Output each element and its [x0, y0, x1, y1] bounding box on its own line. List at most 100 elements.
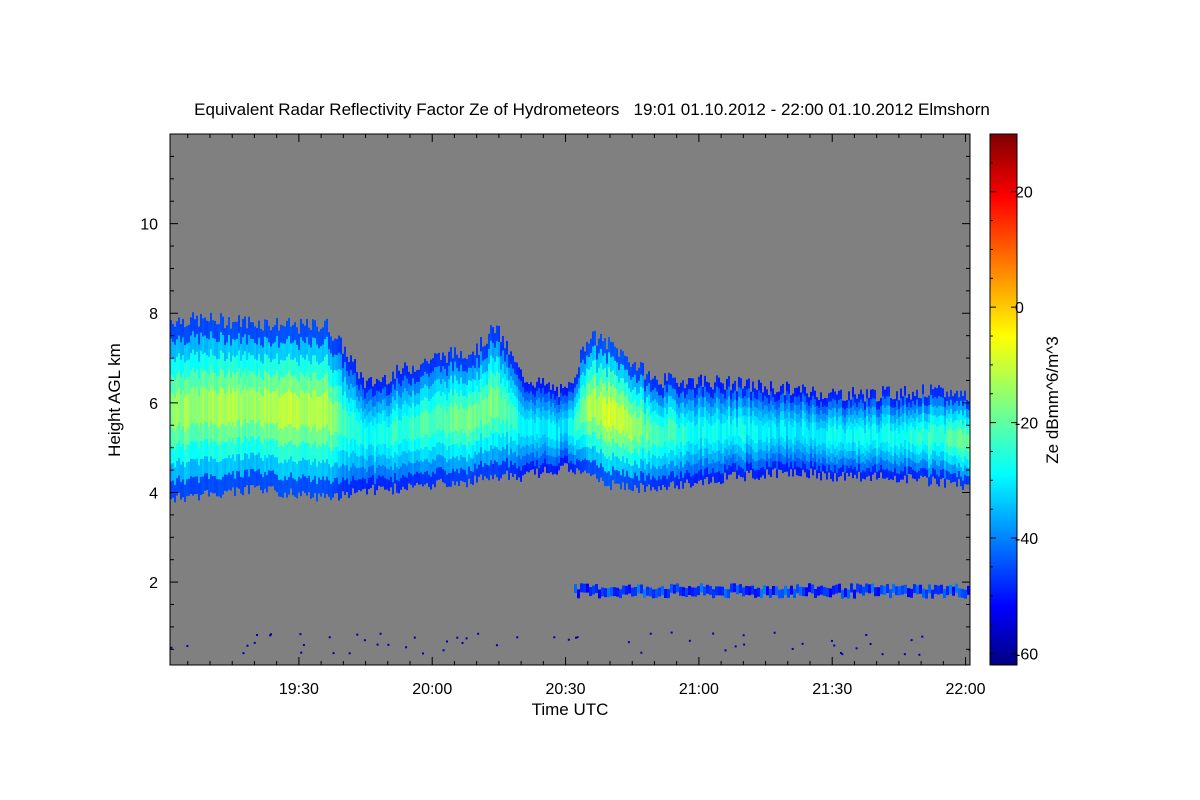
reflectivity-cell [858, 463, 860, 472]
reflectivity-cell [708, 382, 710, 394]
reflectivity-cell [644, 446, 646, 459]
reflectivity-cell [450, 347, 452, 362]
reflectivity-cell [796, 448, 798, 458]
reflectivity-cell [898, 416, 900, 426]
reflectivity-cell [468, 416, 470, 430]
reflectivity-cell [802, 409, 804, 419]
reflectivity-cell [960, 476, 962, 487]
reflectivity-cell [620, 419, 622, 434]
reflectivity-cell [520, 436, 522, 449]
reflectivity-cell [324, 426, 326, 445]
reflectivity-cell [352, 462, 354, 476]
reflectivity-cell [276, 474, 278, 493]
reflectivity-cell [210, 384, 212, 403]
reflectivity-cell [618, 470, 620, 484]
reflectivity-cell [390, 434, 392, 446]
reflectivity-cell [462, 468, 464, 482]
low-layer-cell [691, 587, 694, 597]
reflectivity-cell [430, 450, 432, 464]
reflectivity-cell [204, 421, 206, 440]
reflectivity-cell [950, 454, 952, 465]
reflectivity-cell [248, 352, 250, 371]
reflectivity-cell [904, 403, 906, 414]
reflectivity-cell [882, 441, 884, 451]
reflectivity-cell [428, 424, 430, 438]
reflectivity-cell [760, 420, 762, 431]
reflectivity-cell [438, 378, 440, 392]
reflectivity-cell [318, 444, 320, 462]
reflectivity-cell [276, 318, 278, 336]
ground-speckle [495, 644, 498, 647]
reflectivity-cell [270, 439, 272, 456]
reflectivity-cell [514, 384, 516, 396]
reflectivity-cell [304, 459, 306, 477]
reflectivity-cell [568, 426, 570, 437]
reflectivity-cell [634, 447, 636, 461]
reflectivity-cell [578, 408, 580, 420]
reflectivity-cell [206, 388, 208, 406]
reflectivity-cell [598, 338, 600, 354]
reflectivity-cell [682, 434, 684, 446]
reflectivity-cell [358, 378, 360, 391]
reflectivity-cell [800, 392, 802, 402]
low-layer-cell [601, 587, 604, 597]
reflectivity-cell [486, 343, 488, 358]
reflectivity-cell [710, 406, 712, 417]
reflectivity-cell [224, 328, 226, 345]
reflectivity-cell [932, 441, 934, 451]
reflectivity-cell [852, 441, 854, 452]
reflectivity-cell [746, 443, 748, 453]
reflectivity-cell [706, 419, 708, 430]
reflectivity-cell [876, 447, 878, 457]
reflectivity-cell [888, 386, 890, 397]
reflectivity-cell [746, 388, 748, 399]
reflectivity-cell [570, 382, 572, 392]
reflectivity-cell [188, 444, 190, 462]
reflectivity-cell [438, 352, 440, 367]
reflectivity-cell [754, 433, 756, 444]
reflectivity-cell [214, 441, 216, 459]
reflectivity-cell [760, 401, 762, 412]
reflectivity-cell [856, 398, 858, 408]
reflectivity-cell [330, 352, 332, 370]
reflectivity-cell [694, 387, 696, 398]
reflectivity-cell [956, 438, 958, 449]
reflectivity-cell [258, 353, 260, 371]
reflectivity-cell [548, 454, 550, 465]
reflectivity-cell [550, 406, 552, 416]
reflectivity-cell [182, 461, 184, 480]
reflectivity-cell [376, 456, 378, 469]
reflectivity-cell [878, 401, 880, 410]
reflectivity-cell [618, 356, 620, 370]
reflectivity-cell [576, 402, 578, 413]
reflectivity-cell [552, 465, 554, 475]
reflectivity-cell [848, 399, 850, 409]
reflectivity-cell [194, 371, 196, 390]
reflectivity-cell [534, 404, 536, 415]
reflectivity-cell [776, 468, 778, 478]
reflectivity-cell [310, 346, 312, 365]
reflectivity-cell [526, 381, 528, 392]
reflectivity-cell [578, 438, 580, 450]
reflectivity-cell [700, 426, 702, 439]
low-layer-cell [682, 587, 685, 597]
reflectivity-cell [448, 472, 450, 487]
reflectivity-cell [744, 461, 746, 472]
reflectivity-cell [884, 442, 886, 453]
reflectivity-cell [640, 470, 642, 484]
reflectivity-cell [914, 429, 916, 438]
reflectivity-cell [872, 440, 874, 450]
reflectivity-cell [824, 420, 826, 429]
reflectivity-cell [802, 401, 804, 411]
reflectivity-cell [890, 414, 892, 423]
reflectivity-cell [332, 481, 334, 498]
reflectivity-cell [920, 444, 922, 453]
reflectivity-cell [504, 398, 506, 412]
reflectivity-cell [354, 425, 356, 440]
reflectivity-cell [864, 455, 866, 464]
reflectivity-cell [208, 391, 210, 410]
reflectivity-cell [672, 470, 674, 482]
reflectivity-cell [232, 387, 234, 405]
reflectivity-cell [782, 419, 784, 429]
reflectivity-cell [342, 463, 344, 478]
